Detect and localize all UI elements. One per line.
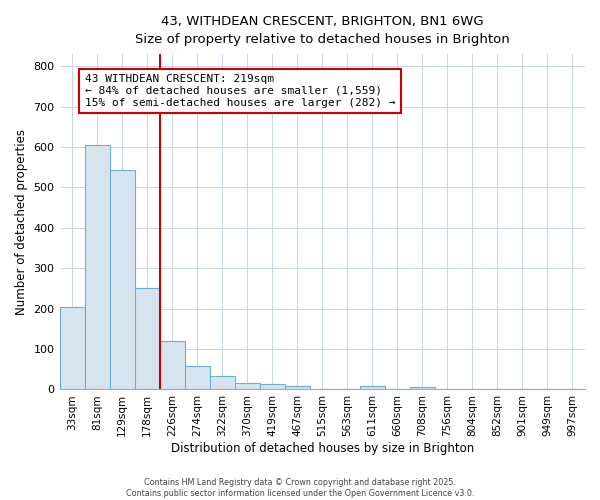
Title: 43, WITHDEAN CRESCENT, BRIGHTON, BN1 6WG
Size of property relative to detached h: 43, WITHDEAN CRESCENT, BRIGHTON, BN1 6WG… <box>135 15 509 46</box>
Bar <box>160 341 185 390</box>
Text: 43 WITHDEAN CRESCENT: 219sqm
← 84% of detached houses are smaller (1,559)
15% of: 43 WITHDEAN CRESCENT: 219sqm ← 84% of de… <box>85 74 395 108</box>
Bar <box>235 382 260 390</box>
Bar <box>285 386 310 390</box>
Text: Contains HM Land Registry data © Crown copyright and database right 2025.
Contai: Contains HM Land Registry data © Crown c… <box>126 478 474 498</box>
Bar <box>85 146 110 390</box>
X-axis label: Distribution of detached houses by size in Brighton: Distribution of detached houses by size … <box>170 442 474 455</box>
Bar <box>360 386 385 390</box>
Bar <box>410 386 435 390</box>
Y-axis label: Number of detached properties: Number of detached properties <box>15 129 28 315</box>
Bar <box>110 170 134 390</box>
Bar <box>209 376 235 390</box>
Bar <box>260 384 285 390</box>
Bar <box>185 366 209 390</box>
Bar <box>59 308 85 390</box>
Bar <box>134 288 160 390</box>
